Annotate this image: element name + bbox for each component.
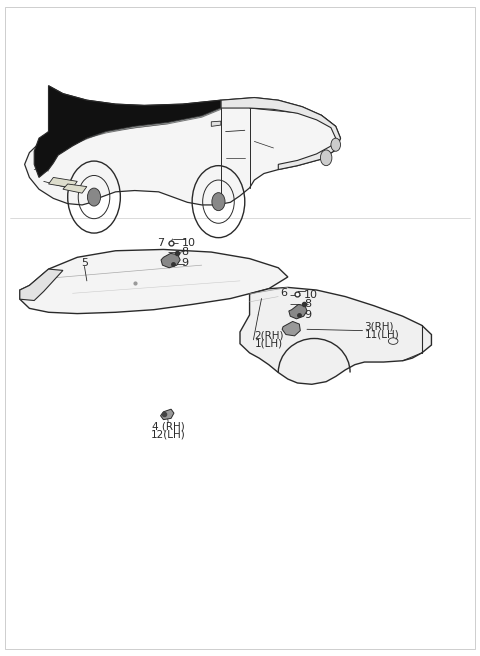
Text: 5: 5 xyxy=(81,258,88,268)
Polygon shape xyxy=(240,287,432,384)
Text: 2(RH): 2(RH) xyxy=(254,331,284,341)
Polygon shape xyxy=(289,304,307,319)
Text: 3(RH): 3(RH) xyxy=(364,321,394,332)
Polygon shape xyxy=(211,121,221,127)
Polygon shape xyxy=(221,98,340,170)
Polygon shape xyxy=(48,177,77,188)
Text: —: — xyxy=(290,299,301,310)
Polygon shape xyxy=(161,253,180,268)
Polygon shape xyxy=(34,86,221,177)
Circle shape xyxy=(331,138,340,152)
Text: —: — xyxy=(167,258,179,268)
Circle shape xyxy=(212,193,225,211)
Text: 10: 10 xyxy=(181,238,196,248)
Polygon shape xyxy=(87,100,221,138)
Text: —: — xyxy=(290,290,301,300)
Polygon shape xyxy=(282,321,300,336)
Polygon shape xyxy=(20,269,63,300)
Text: 6: 6 xyxy=(280,287,287,298)
Polygon shape xyxy=(160,409,174,420)
Text: —: — xyxy=(167,238,179,248)
Text: 4 (RH): 4 (RH) xyxy=(152,421,185,431)
Text: 10: 10 xyxy=(304,290,318,300)
Text: 7: 7 xyxy=(157,238,164,248)
Polygon shape xyxy=(63,184,87,193)
Text: —: — xyxy=(167,247,179,257)
Polygon shape xyxy=(20,249,288,314)
Text: 9: 9 xyxy=(181,258,189,268)
Text: 8: 8 xyxy=(181,247,189,257)
Text: —: — xyxy=(290,310,301,320)
Circle shape xyxy=(321,150,332,166)
Text: 12(LH): 12(LH) xyxy=(151,429,186,439)
Text: 8: 8 xyxy=(304,299,311,310)
Text: 11(LH): 11(LH) xyxy=(364,329,399,340)
Polygon shape xyxy=(24,86,340,205)
Text: 9: 9 xyxy=(304,310,311,320)
Text: 1(LH): 1(LH) xyxy=(254,338,283,349)
Circle shape xyxy=(87,188,101,206)
